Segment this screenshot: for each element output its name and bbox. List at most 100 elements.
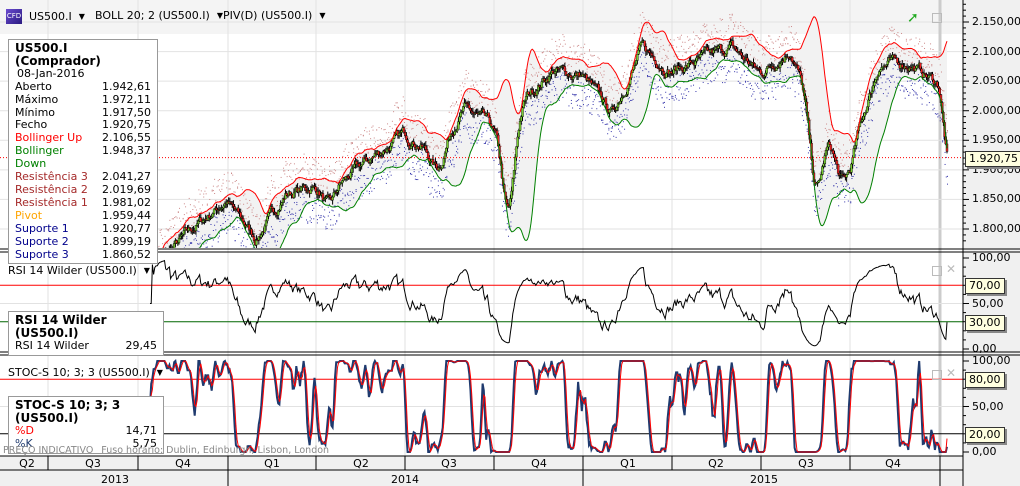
stoch-selector[interactable]: STOC-S 10; 3; 3 (US500.I) ▼ <box>8 366 163 379</box>
resistance-dot <box>553 55 555 57</box>
rsi-maximize-button[interactable] <box>932 266 942 276</box>
support-dot <box>783 79 785 81</box>
symbol-selector[interactable]: CFD US500.I ▼ <box>6 9 85 24</box>
support-dot <box>686 88 688 90</box>
support-dot <box>605 123 607 125</box>
resistance-dot <box>804 68 806 70</box>
support-dot <box>711 57 713 59</box>
dropdown-arrow-icon: ▼ <box>216 11 223 20</box>
candle-body <box>492 126 495 129</box>
support-dot <box>440 179 442 181</box>
support-dot <box>543 86 545 88</box>
support-dot <box>874 91 876 93</box>
candle-body <box>266 216 269 222</box>
support-dot <box>410 172 412 174</box>
resistance-dot <box>237 187 239 189</box>
resistance-dot <box>263 220 265 222</box>
info-row: Máximo 1.972,11 <box>15 92 151 107</box>
resistance-dot <box>670 39 672 41</box>
resistance-dot <box>291 179 293 181</box>
support-dot <box>764 85 766 87</box>
resistance-dot <box>686 36 688 38</box>
support-dot <box>377 161 379 163</box>
resistance-dot <box>445 135 447 137</box>
resistance-dot <box>498 130 500 132</box>
support-dot <box>742 62 744 64</box>
resistance-dot <box>362 134 364 136</box>
support-dot <box>449 160 451 162</box>
support-dot <box>937 113 939 115</box>
resistance-dot <box>442 146 444 148</box>
resistance-dot <box>730 17 732 19</box>
resistance-dot <box>486 84 488 86</box>
resistance-dot <box>940 89 942 91</box>
resistance-dot <box>751 37 753 39</box>
resistance-dot <box>822 140 824 142</box>
support-dot <box>920 87 922 89</box>
resistance-dot <box>794 33 796 35</box>
resistance-dot <box>924 42 926 44</box>
info-label: Máximo <box>15 92 59 106</box>
bollinger-band-fill <box>162 16 947 248</box>
support-dot <box>495 150 497 152</box>
stoch-close-button[interactable]: ✕ <box>946 366 957 380</box>
resistance-dot <box>602 80 604 82</box>
support-dot <box>336 220 338 222</box>
resistance-dot <box>304 161 306 163</box>
resistance-dot <box>165 240 167 242</box>
support-dot <box>650 81 652 83</box>
candle-body <box>212 208 216 214</box>
resistance-dot <box>245 198 247 200</box>
resistance-dot <box>240 186 242 188</box>
resistance-dot <box>947 130 948 132</box>
resistance-dot <box>844 152 846 154</box>
resistance-dot <box>239 203 241 205</box>
stoch-maximize-button[interactable] <box>932 370 942 380</box>
support-dot <box>379 167 381 169</box>
bollinger-selector[interactable]: BOLL 20; 2 (US500.I) ▼ <box>95 9 223 22</box>
support-dot <box>547 91 549 93</box>
support-dot <box>322 219 324 221</box>
pivot-selector[interactable]: PIV(D) (US500.I) ▼ <box>223 9 325 22</box>
resistance-dot <box>559 56 561 58</box>
support-dot <box>770 74 772 76</box>
support-dot <box>926 104 928 106</box>
support-dot <box>722 82 724 84</box>
support-dot <box>568 105 570 107</box>
resistance-dot <box>574 51 576 53</box>
support-dot <box>544 106 546 108</box>
resistance-dot <box>270 180 272 182</box>
support-dot <box>574 94 576 96</box>
candle-body <box>829 144 833 151</box>
support-dot <box>684 98 686 100</box>
support-dot <box>671 97 673 99</box>
resistance-dot <box>754 58 756 60</box>
info-label: Aberto <box>15 79 52 93</box>
support-dot <box>582 104 584 106</box>
support-dot <box>705 63 707 65</box>
support-dot <box>360 175 362 177</box>
resistance-dot <box>293 163 295 165</box>
resistance-dot <box>650 28 652 30</box>
candle-body <box>832 150 835 155</box>
resistance-dot <box>249 206 251 208</box>
trend-arrow-icon[interactable]: ➚ <box>907 10 919 26</box>
resistance-dot <box>713 24 715 26</box>
support-dot <box>878 100 880 102</box>
support-dot <box>354 178 356 180</box>
maximize-button[interactable] <box>932 13 942 23</box>
resistance-dot <box>193 222 195 224</box>
support-dot <box>622 121 624 123</box>
support-dot <box>870 119 872 121</box>
support-dot <box>784 74 786 76</box>
candle-body <box>759 69 762 75</box>
info-label: Fecho <box>15 118 48 132</box>
rsi-selector[interactable]: RSI 14 Wilder (US500.I) ▼ <box>8 264 150 277</box>
candle-body <box>703 47 707 51</box>
candle-body <box>520 116 523 122</box>
resistance-dot <box>347 155 349 157</box>
resistance-dot <box>809 110 811 112</box>
rsi-close-button[interactable]: ✕ <box>946 262 957 276</box>
support-dot <box>428 176 430 178</box>
